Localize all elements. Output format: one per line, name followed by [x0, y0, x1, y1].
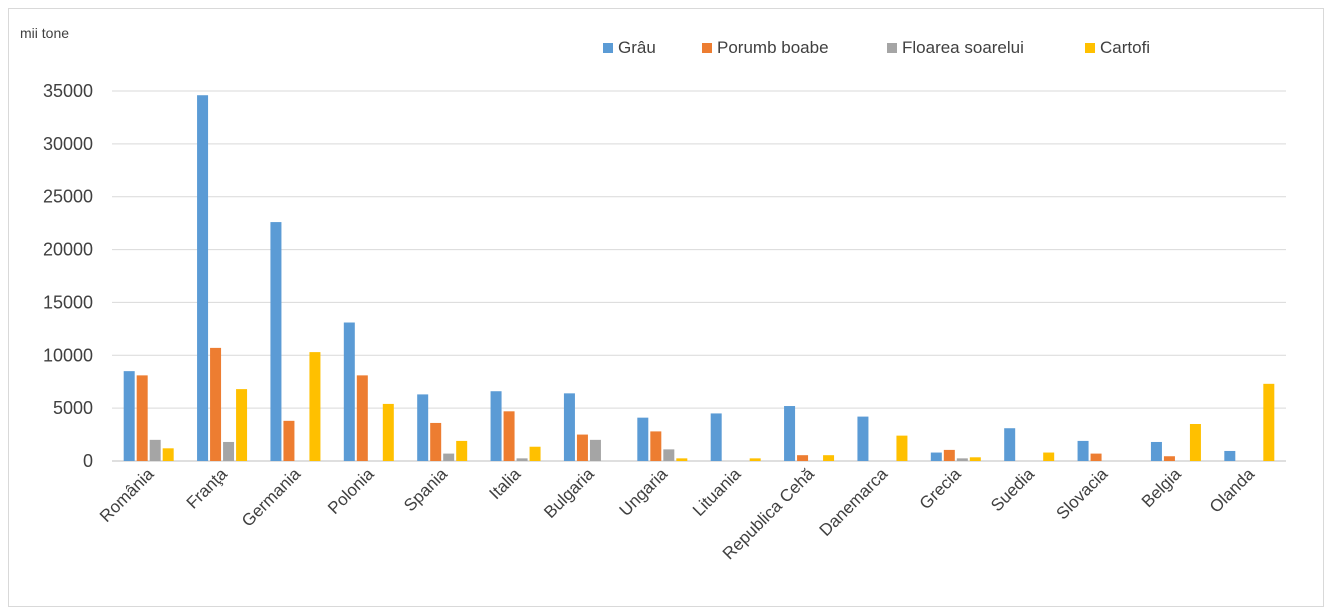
- x-tick-label: Spania: [400, 464, 451, 515]
- bar: [749, 458, 761, 461]
- bar: [503, 411, 515, 461]
- legend: Grâu Porumb boabe Floarea soarelui Cartofi: [603, 38, 1150, 57]
- bar: [516, 458, 528, 461]
- x-tick-label: Germania: [238, 464, 305, 531]
- unit-label: mii tone: [20, 25, 69, 41]
- x-tick-label: Ungaria: [616, 464, 672, 520]
- x-tick-label: Polonia: [324, 464, 378, 518]
- x-tick-label: Olanda: [1206, 464, 1259, 517]
- bar: [1263, 383, 1275, 461]
- y-tick-label: 25000: [43, 187, 93, 207]
- x-axis-labels: România Franţa Germania Polonia Spania Italia…: [96, 464, 1259, 563]
- x-tick-label: Slovacia: [1053, 464, 1112, 523]
- bar: [637, 417, 649, 461]
- bar: [710, 413, 722, 461]
- bar: [210, 347, 222, 461]
- bar: [930, 452, 942, 461]
- x-tick-label: Lituania: [689, 464, 745, 520]
- bar: [382, 403, 394, 461]
- bar: [956, 458, 968, 461]
- bar: [1163, 456, 1175, 461]
- bar: [309, 352, 321, 461]
- bar: [356, 375, 368, 461]
- bar: [1043, 452, 1055, 461]
- gridlines: [112, 90, 1286, 462]
- bar: [430, 422, 442, 461]
- x-tick-label: Grecia: [916, 464, 965, 513]
- y-tick-label: 30000: [43, 134, 93, 154]
- x-tick-label: Franţa: [183, 464, 232, 513]
- bar: [857, 416, 869, 461]
- bar: [969, 457, 981, 461]
- x-tick-label: România: [96, 464, 158, 526]
- bar: [1150, 441, 1162, 461]
- bar: [136, 375, 148, 461]
- bar: [417, 394, 429, 461]
- legend-swatch: [603, 43, 613, 53]
- bar: [1224, 450, 1236, 461]
- y-tick-label: 0: [83, 451, 93, 471]
- bar: [162, 448, 174, 461]
- x-tick-label: Danemarca: [816, 464, 892, 540]
- bar: [1004, 428, 1016, 461]
- bar: [236, 389, 248, 461]
- bar: [650, 431, 662, 461]
- bar: [270, 222, 282, 461]
- bar: [1077, 440, 1089, 461]
- bar: [784, 406, 796, 461]
- y-tick-label: 10000: [43, 345, 93, 365]
- bar: [223, 441, 235, 461]
- bar: [149, 439, 161, 461]
- bar: [529, 446, 541, 461]
- y-tick-label: 15000: [43, 292, 93, 312]
- x-tick-label: Bulgaria: [540, 464, 598, 522]
- bar: [576, 434, 588, 461]
- bar: [676, 458, 688, 461]
- bar: [563, 393, 575, 461]
- bar: [1189, 424, 1201, 461]
- y-tick-label: 5000: [53, 398, 93, 418]
- y-axis-ticks: 0 5000 10000 15000 20000 25000 30000 35000: [43, 81, 93, 471]
- legend-label: Floarea soarelui: [902, 38, 1024, 57]
- bar: [283, 420, 295, 461]
- legend-swatch: [887, 43, 897, 53]
- bar: [896, 435, 908, 461]
- x-tick-label: Italia: [486, 464, 525, 503]
- legend-label: Grâu: [618, 38, 656, 57]
- bar: [343, 322, 355, 461]
- bar: [456, 440, 468, 461]
- bars: [123, 95, 1275, 461]
- legend-swatch: [702, 43, 712, 53]
- x-tick-label: Belgia: [1138, 464, 1185, 511]
- bar: [589, 439, 601, 461]
- chart-frame: [8, 8, 1324, 607]
- y-tick-label: 20000: [43, 240, 93, 260]
- x-tick-label: Suedia: [987, 464, 1038, 515]
- bar: [943, 449, 955, 461]
- bar: [1090, 453, 1102, 461]
- legend-swatch: [1085, 43, 1095, 53]
- bar: [197, 95, 209, 461]
- legend-label: Cartofi: [1100, 38, 1150, 57]
- bar: [797, 455, 809, 461]
- legend-label: Porumb boabe: [717, 38, 829, 57]
- bar: [823, 455, 835, 461]
- bar: [490, 391, 502, 461]
- y-tick-label: 35000: [43, 81, 93, 101]
- bar: [663, 449, 675, 461]
- bar: [123, 371, 135, 461]
- bar: [443, 453, 455, 461]
